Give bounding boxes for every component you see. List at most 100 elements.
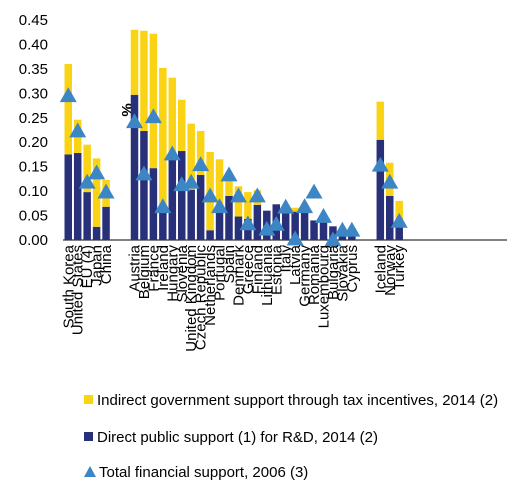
bar-direct [206, 230, 214, 240]
x-tick-label: Lithuania [259, 244, 276, 306]
legend-label-indirect: Indirect government support through tax … [97, 392, 499, 409]
bar-direct [83, 192, 91, 240]
bar-indirect [159, 67, 167, 210]
x-tick-label: Germany [297, 245, 314, 307]
x-tick-label: Bulgaria [325, 244, 342, 300]
y-tick-label: 0.00 [19, 232, 48, 249]
chart: 0.00 0.05 0.10 0.15 0.20 0.25 0.30 0.35 0.40 0.45… [19, 12, 507, 352]
x-tick-label: Denmark [230, 245, 247, 306]
marker-total [78, 173, 96, 189]
x-tick-label: Cyprus [344, 245, 361, 293]
x-tick-label: Turkey [391, 245, 408, 291]
bar-direct [395, 225, 403, 240]
bar-direct [130, 94, 139, 240]
bar-indirect [225, 181, 233, 196]
x-tick-label: Belgium [136, 245, 153, 299]
bar-direct [376, 139, 385, 240]
bar-direct [319, 220, 328, 240]
x-tick-label: Spain [221, 245, 238, 283]
x-tick-label: Romania [306, 244, 323, 305]
marker-total [135, 165, 153, 181]
y-tick-label: 0.35 [19, 61, 48, 78]
bar-direct [168, 155, 177, 240]
bar-indirect [168, 77, 177, 156]
bar-direct [187, 189, 195, 240]
bar-indirect [83, 144, 91, 193]
bar-direct [234, 216, 243, 240]
x-tick-label: Iceland [372, 245, 389, 293]
bar-direct [253, 204, 262, 240]
x-tick-label: Luxembourg [316, 245, 333, 328]
bar-direct [196, 174, 205, 240]
y-axis: 0.00 0.05 0.10 0.15 0.20 0.25 0.30 0.35 0.40 0.45 [19, 12, 48, 249]
y-tick-label: 0.40 [19, 36, 48, 53]
bar-direct [149, 168, 158, 240]
x-tick-label: Latvia [287, 244, 304, 285]
x-tick-label: EU (4) [79, 245, 96, 288]
marker-total [286, 230, 304, 246]
bar-direct [300, 210, 309, 240]
x-tick-label: South Korea [60, 244, 77, 328]
marker-total [381, 173, 399, 189]
bar-direct [348, 234, 356, 240]
bar-indirect [196, 130, 205, 175]
marker-total [144, 108, 162, 124]
x-tick-label: Hungary [164, 245, 181, 302]
bar-indirect [140, 30, 148, 131]
bar-direct [178, 151, 186, 240]
marker-total [324, 231, 342, 247]
x-tick-label: Estonia [268, 244, 285, 295]
bar-direct [386, 196, 394, 240]
legend-swatch-total [84, 466, 96, 477]
marker-total [277, 198, 295, 214]
bar-indirect [130, 29, 139, 95]
y-tick-label: 0.05 [19, 208, 48, 225]
marker-total [69, 122, 87, 138]
x-tick-label: Austria [127, 244, 144, 291]
legend-item-indirect: Indirect government support through tax … [84, 392, 502, 409]
marker-total [88, 164, 106, 180]
marker-total [296, 198, 314, 214]
marker-total [267, 215, 285, 231]
marker-total [220, 166, 238, 182]
bar-indirect [92, 158, 101, 227]
markers [59, 87, 408, 247]
x-tick-label: United Kingdom [183, 245, 200, 352]
bar-indirect [178, 99, 186, 152]
x-tick-label: Czech Republic [193, 245, 210, 351]
x-tick-label: China [98, 244, 115, 284]
bar-indirect [215, 159, 224, 209]
marker-total [211, 198, 229, 214]
marker-total [343, 221, 361, 237]
bar-direct [281, 207, 290, 240]
y-tick-label: 0.30 [19, 85, 48, 102]
legend-swatch-direct [84, 432, 93, 441]
bar-indirect [64, 64, 72, 155]
x-tick-label: Portugal [212, 245, 229, 301]
x-tick-label: Finland [249, 245, 266, 294]
bar-direct [92, 226, 101, 240]
x-tick-label: Slovakia [334, 244, 351, 301]
x-tick-label: Greece [240, 245, 257, 294]
marker-total [371, 156, 389, 172]
bar-direct [215, 208, 224, 240]
bar-direct [102, 206, 110, 240]
bar-indirect [244, 192, 252, 219]
legend-item-direct: Direct public support (1) for R&D, 2014 … [84, 429, 378, 446]
x-tick-label: Norway [382, 245, 399, 296]
marker-total [248, 187, 266, 203]
marker-total [97, 183, 115, 199]
x-tick-label: Ireland [155, 245, 172, 291]
y-tick-label: 0.45 [19, 12, 48, 29]
marker-total [59, 87, 77, 103]
bar-indirect [376, 101, 385, 140]
marker-total [192, 156, 210, 172]
x-tick-label: United States [70, 245, 87, 335]
bar-indirect [149, 33, 158, 169]
marker-total [258, 220, 276, 236]
bar-direct [140, 130, 148, 240]
x-tick-label: Netherlands [202, 245, 219, 326]
bar-indirect [291, 207, 299, 212]
legend-item-total: Total financial support, 2006 (3) [84, 464, 308, 481]
